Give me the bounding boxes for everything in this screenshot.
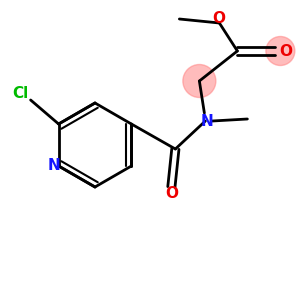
Text: O: O <box>279 44 292 59</box>
Text: N: N <box>201 113 214 128</box>
Circle shape <box>266 37 295 65</box>
Text: O: O <box>212 11 225 26</box>
Text: N: N <box>47 158 60 173</box>
Text: O: O <box>165 185 178 200</box>
Text: Cl: Cl <box>13 86 29 101</box>
Circle shape <box>183 64 216 98</box>
